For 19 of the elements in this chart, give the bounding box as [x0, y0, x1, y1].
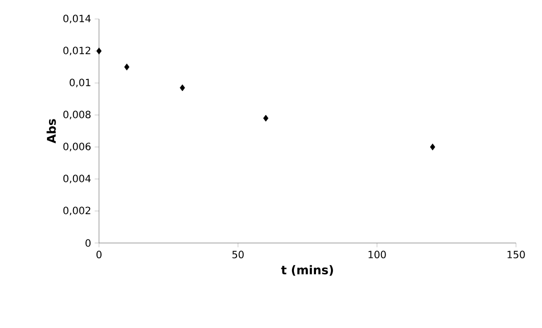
- y-tick-label: 0: [86, 239, 91, 247]
- point: [180, 84, 185, 92]
- point: [96, 48, 102, 54]
- y-axis-title: Abs: [46, 119, 56, 144]
- x-tick-label: 150: [508, 250, 525, 258]
- x-tick-label: 100: [368, 250, 386, 258]
- x-tick-label: 50: [232, 250, 244, 258]
- point: [263, 114, 268, 122]
- y-tick-label: 0,002: [63, 206, 90, 216]
- x-axis-title: t (mins): [281, 265, 333, 276]
- y-tick-label: 0,004: [63, 174, 91, 184]
- y-tick-label: 0,014: [63, 14, 91, 24]
- x-tick-label: 0: [96, 250, 102, 258]
- y-tick-label: 0,012: [63, 46, 90, 56]
- y-tick-label: 0,006: [63, 142, 91, 152]
- y-tick-label: 0,008: [63, 110, 91, 120]
- point: [430, 144, 436, 150]
- point: [124, 64, 130, 70]
- y-tick-label: 0,01: [70, 78, 90, 88]
